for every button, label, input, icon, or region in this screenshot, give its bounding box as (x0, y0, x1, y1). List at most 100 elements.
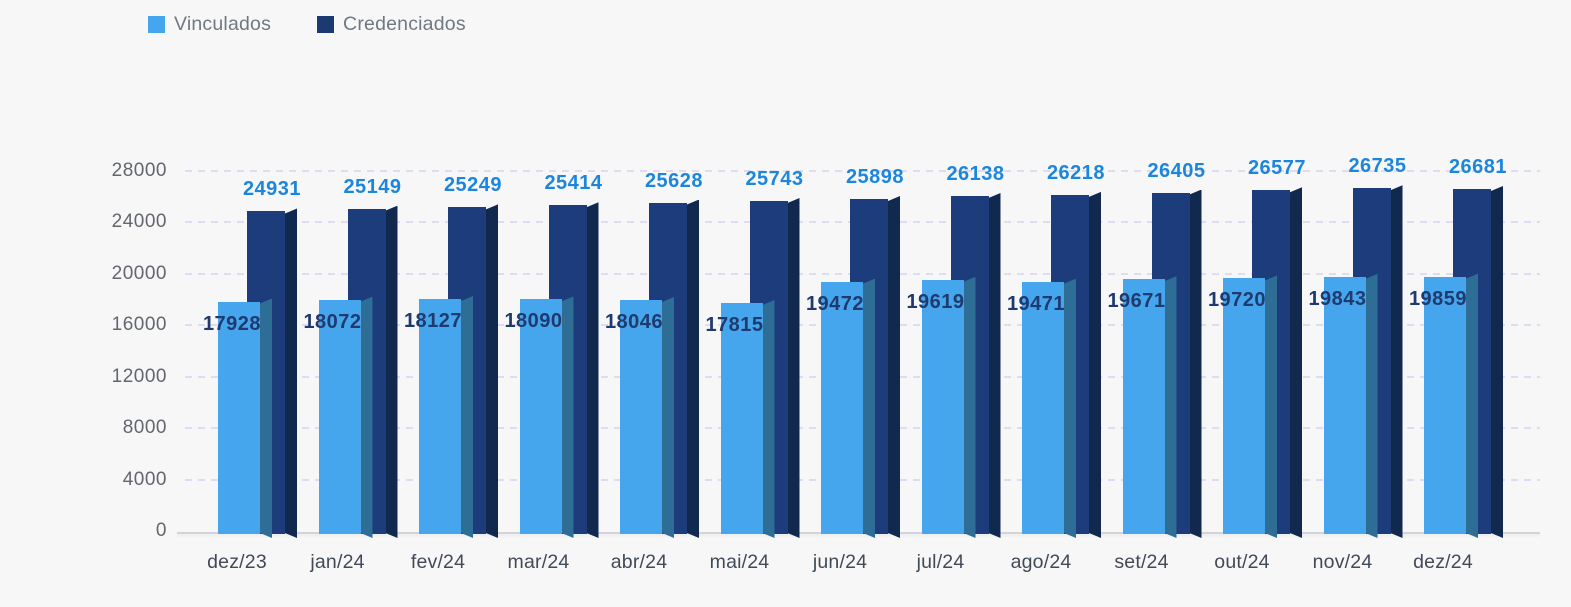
vinculados-value-label: 19671 (1107, 290, 1166, 313)
vinculados-bar[interactable] (821, 281, 863, 534)
vinculados-value-label: 18046 (604, 310, 664, 333)
x-axis-tick-label: jul/24 (916, 551, 965, 573)
credenciados-value-label: 25628 (644, 169, 704, 192)
credenciados-bar-side (1290, 187, 1302, 538)
credenciados-value-label: 26218 (1046, 161, 1106, 184)
x-axis-tick-label: set/24 (1114, 551, 1169, 573)
y-axis-tick-label: 24000 (111, 211, 167, 233)
vinculados-bar[interactable] (620, 299, 662, 534)
vinculados-value-label: 18090 (504, 310, 563, 333)
vinculados-bar-side (1064, 279, 1076, 538)
bar-group-jan-24: 25149 18072 jan/24 (303, 172, 417, 573)
vinculados-bar-side (763, 300, 775, 538)
y-axis-tick-label: 4000 (122, 468, 167, 490)
vinculados-bar-side (1265, 275, 1277, 538)
x-axis-tick-label: abr/24 (610, 551, 668, 573)
vinculados-bar-side (1466, 274, 1478, 538)
credenciados-bar-side (1391, 185, 1403, 538)
x-axis-tick-label: nov/24 (1312, 551, 1373, 573)
x-axis-tick-label: mai/24 (709, 551, 770, 573)
vinculados-bar[interactable] (1022, 281, 1064, 534)
credenciados-value-label: 25249 (443, 174, 503, 197)
vinculados-bar-side (361, 297, 373, 538)
gridline (185, 170, 1540, 172)
vinculados-bar-side (1366, 274, 1378, 538)
y-axis-tick-label: 8000 (122, 417, 167, 439)
credenciados-bar-side (1491, 186, 1503, 538)
y-axis-tick-label: 12000 (111, 365, 167, 387)
vinculados-bar[interactable] (1122, 279, 1165, 534)
x-axis-tick-label: out/24 (1214, 551, 1270, 573)
x-axis-tick-label: fev/24 (410, 551, 466, 573)
x-axis-tick-label: jun/24 (812, 551, 868, 573)
legend: Vinculados Credenciados (148, 13, 466, 36)
vinculados-value-label: 19720 (1207, 289, 1267, 312)
vinculados-value-label: 18072 (303, 310, 362, 333)
x-axis-tick-label: jan/24 (310, 551, 365, 573)
vinculados-bar-side (461, 296, 473, 538)
legend-item-vinculados[interactable]: Vinculados (148, 13, 271, 36)
vinculados-value-label: 19472 (805, 292, 865, 315)
legend-item-credenciados[interactable]: Credenciados (317, 13, 466, 36)
x-axis-tick-label: mar/24 (507, 551, 570, 573)
credenciados-bar-side (386, 206, 398, 538)
bar-group-mai-24: 25743 17815 mai/24 (705, 168, 819, 573)
bar-group-fev-24: 25249 18127 fev/24 (404, 172, 517, 573)
bar-group-nov-24: 26735 19843 nov/24 (1308, 155, 1422, 573)
credenciados-bar-side (989, 193, 1001, 538)
vinculados-value-label: 19843 (1308, 287, 1367, 310)
vinculados-value-label: 18127 (403, 309, 463, 332)
x-axis-tick-label: ago/24 (1010, 551, 1072, 573)
credenciados-value-label: 24931 (242, 178, 302, 201)
legend-label-vinculados: Vinculados (174, 13, 272, 35)
bar-group-dez-23: 24931 17928 dez/23 (203, 172, 316, 573)
vinculados-bar[interactable] (1424, 276, 1466, 534)
credenciados-bar-side (587, 202, 599, 538)
credenciados-value-label: 25414 (544, 172, 603, 195)
credenciados-bar-side (888, 196, 900, 538)
vinculados-bar-side (260, 299, 272, 539)
credenciados-bar-side (285, 208, 297, 538)
vinculados-value-label: 19859 (1408, 287, 1468, 310)
y-axis-tick-label: 0 (155, 520, 167, 541)
vinculados-value-label: 19471 (1006, 292, 1066, 315)
vinculados-bar[interactable] (519, 299, 562, 534)
x-axis-tick-label: dez/24 (1413, 551, 1473, 573)
vinculados-value-label: 17815 (705, 313, 764, 336)
credenciados-bar-side (486, 204, 498, 538)
credenciados-value-label: 25149 (343, 175, 402, 198)
bar-group-jul-24: 26138 19619 jul/24 (906, 163, 1020, 573)
vinculados-value-label: 19619 (906, 290, 965, 313)
vinculados-bar[interactable] (1323, 276, 1366, 534)
legend-label-credenciados: Credenciados (343, 13, 466, 35)
y-axis-tick-label: 16000 (111, 314, 167, 336)
credenciados-value-label: 26735 (1348, 155, 1407, 178)
vinculados-bar-side (964, 277, 976, 538)
vinculados-bar[interactable] (218, 301, 260, 534)
vinculados-bar-side (562, 296, 574, 538)
credenciados-bar-side (1190, 190, 1202, 538)
credenciados-value-label: 25743 (745, 168, 804, 191)
bar-group-abr-24: 25628 18046 abr/24 (605, 170, 718, 574)
x-axis-tick-label: dez/23 (207, 551, 267, 573)
vinculados-bar-side (662, 297, 674, 538)
bar-group-jun-24: 25898 19472 jun/24 (806, 166, 919, 573)
vinculados-bar[interactable] (318, 299, 361, 534)
credenciados-value-label: 26138 (946, 162, 1005, 185)
vinculados-bar-side (863, 279, 875, 538)
credenciados-value-label: 26405 (1147, 159, 1206, 182)
bar-group-ago-24: 26218 19471 ago/24 (1007, 162, 1120, 573)
vinculados-bar[interactable] (720, 302, 763, 534)
credenciados-value-label: 26577 (1247, 157, 1307, 180)
vinculados-bar[interactable] (1223, 278, 1265, 534)
vinculados-bar[interactable] (419, 298, 461, 534)
y-axis-tick-label: 28000 (111, 160, 167, 181)
credenciados-swatch-icon (317, 16, 335, 33)
vinculados-bar-side (1165, 276, 1177, 538)
bar-group-set-24: 26405 19671 set/24 (1107, 160, 1221, 573)
plot-area: 0 4000 8000 12000 16000 20000 24000 28000 24931 1… (112, 155, 1540, 574)
credenciados-bar-side (687, 200, 699, 539)
vinculados-bar[interactable] (921, 279, 964, 534)
credenciados-bar-side (1089, 192, 1101, 538)
